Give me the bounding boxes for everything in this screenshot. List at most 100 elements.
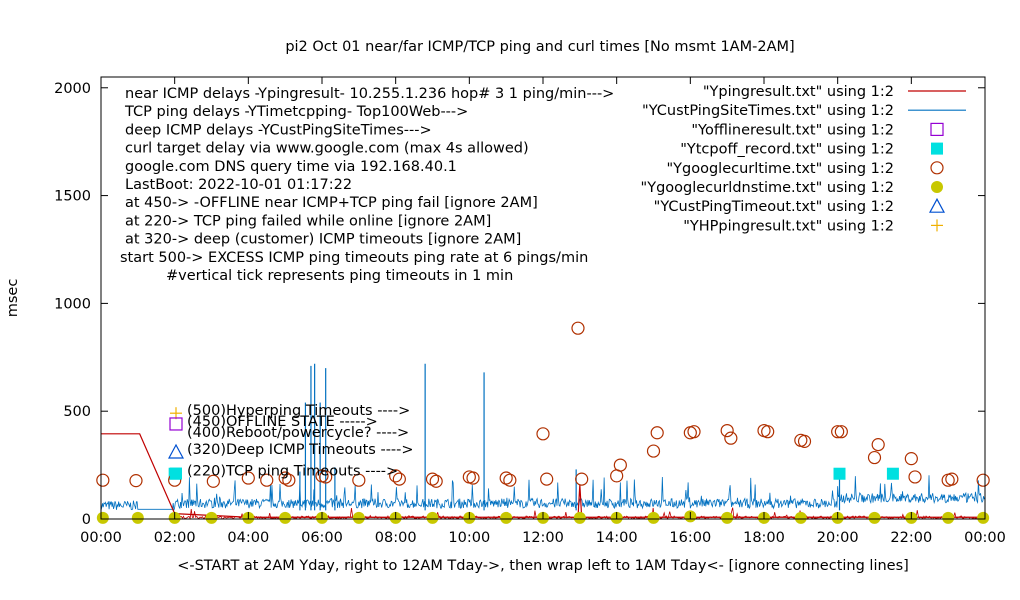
legend-swatch (930, 161, 944, 175)
data-point (129, 474, 143, 488)
annotation-text: start 500-> EXCESS ICMP ping timeouts pi… (120, 250, 588, 266)
data-point (241, 471, 255, 485)
legend-swatch (931, 181, 943, 193)
annotation-text: LastBoot: 2022-10-01 01:17:22 (125, 177, 352, 193)
data-point (575, 472, 589, 486)
legend-label: "Ygooglecurltime.txt" using 1:2 (667, 161, 895, 177)
y-tick-label: 1500 (54, 189, 91, 205)
data-point (389, 469, 403, 483)
legend-label: "Ygooglecurldnstime.txt" using 1:2 (641, 180, 894, 196)
key-label: (320)Deep ICMP Timeouts ----> (187, 442, 414, 458)
data-point (904, 452, 918, 466)
data-point (868, 511, 881, 524)
data-point (886, 467, 899, 480)
data-point (279, 511, 292, 524)
data-point (610, 469, 624, 483)
y-tick-label: 1000 (54, 296, 91, 312)
data-point (833, 467, 846, 480)
legend-label: "Ypingresult.txt" using 1:2 (703, 84, 894, 100)
data-point (466, 471, 480, 485)
data-point (278, 471, 292, 485)
legend-swatch (931, 142, 943, 155)
y-tick-label: 2000 (54, 81, 91, 97)
data-point (425, 472, 440, 486)
annotation-text: at 450-> -OFFLINE near ICMP+TCP ping fai… (125, 195, 538, 211)
data-point (724, 431, 738, 445)
data-point (260, 473, 274, 487)
legend-label: "Ytcpoff_record.txt" using 1:2 (680, 142, 894, 158)
data-point (797, 434, 812, 448)
data-point (571, 321, 585, 335)
x-tick-label: 20:00 (817, 530, 859, 546)
data-point (650, 426, 664, 440)
data-point (352, 473, 366, 487)
data-point (429, 474, 443, 488)
data-point (647, 511, 660, 524)
data-point (426, 511, 439, 524)
data-point (871, 438, 885, 452)
y-axis-label: msec (5, 279, 21, 318)
x-tick-label: 04:00 (227, 530, 269, 546)
annotation-text: curl target delay via www.google.com (ma… (125, 141, 529, 157)
data-point (503, 473, 517, 487)
data-point (721, 511, 734, 524)
x-tick-label: 02:00 (154, 530, 196, 546)
annotation-text: at 320-> deep (customer) ICMP timeouts [… (125, 232, 521, 248)
data-point (536, 427, 550, 441)
data-point (687, 425, 701, 439)
data-point (319, 470, 333, 484)
annotation-text: TCP ping delays -YTimetcpping- Top100Web… (124, 104, 468, 120)
data-point (613, 458, 627, 472)
legend-label: "YCustPingSiteTimes.txt" using 1:2 (642, 103, 894, 119)
series-line-texture (100, 475, 986, 511)
data-point (392, 472, 406, 486)
annotation-text: #vertical tick represents ping timeouts … (166, 268, 513, 284)
data-point (834, 425, 848, 439)
x-tick-label: 08:00 (375, 530, 417, 546)
legend-label: "Yofflineresult.txt" using 1:2 (691, 122, 894, 138)
data-point (794, 511, 807, 524)
data-point (500, 511, 513, 524)
x-tick-label: 12:00 (522, 530, 564, 546)
data-point (908, 470, 922, 484)
key-glyph (169, 417, 183, 431)
annotation-text: deep ICMP delays -YCustPingSiteTimes---> (125, 122, 432, 138)
key-glyph (167, 443, 185, 459)
annotation-text: at 220-> TCP ping failed while online [i… (125, 213, 491, 229)
data-point (131, 511, 144, 524)
data-point (831, 425, 845, 439)
key-label: (220)TCP ping Timeouts ----> (187, 464, 398, 480)
y-tick-label: 0 (82, 512, 91, 528)
data-point (206, 474, 220, 488)
data-point (540, 472, 554, 486)
data-point (352, 511, 365, 524)
data-point (205, 511, 218, 524)
data-point (761, 425, 775, 439)
data-point (573, 511, 586, 524)
data-point (976, 473, 990, 487)
y-tick-label: 500 (63, 404, 91, 420)
key-glyph (170, 467, 182, 480)
data-point (96, 473, 110, 487)
x-axis-label: <-START at 2AM Yday, right to 12AM Tday-… (177, 558, 909, 574)
data-point (499, 471, 513, 485)
x-tick-label: 00:00 (964, 530, 1006, 546)
data-point (282, 473, 296, 487)
x-tick-label: 16:00 (669, 530, 711, 546)
x-tick-label: 14:00 (596, 530, 638, 546)
data-point (720, 424, 734, 438)
x-tick-label: 06:00 (301, 530, 343, 546)
data-point (977, 511, 990, 524)
legend-label: "YHPpingresult.txt" using 1:2 (683, 218, 894, 234)
key-label: (450)OFFLINE STATE -----> (187, 414, 378, 430)
key-label: (400)Reboot/powercycle? ----> (187, 425, 409, 441)
data-point (96, 511, 109, 524)
legend-swatch (928, 197, 946, 213)
annotation-text: near ICMP delays -Ypingresult- 10.255.1.… (125, 86, 614, 102)
legend-label: "YCustPingTimeout.txt" using 1:2 (654, 199, 894, 215)
data-point (867, 450, 882, 465)
x-tick-label: 22:00 (890, 530, 932, 546)
annotation-text: google.com DNS query time via 192.168.40… (125, 159, 457, 175)
data-point (942, 511, 955, 524)
